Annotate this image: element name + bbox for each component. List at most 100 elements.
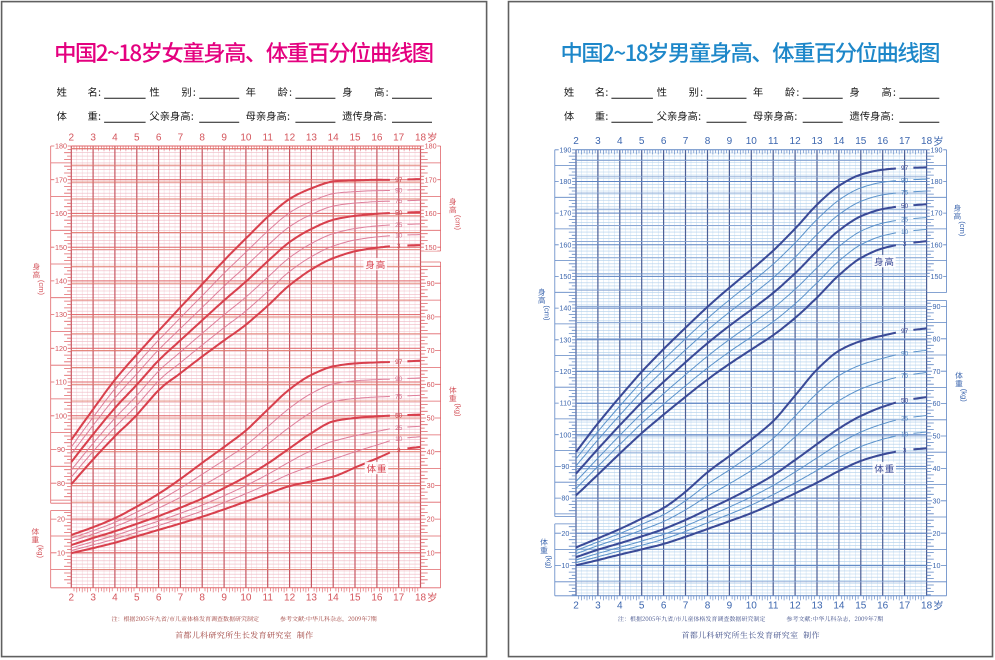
- svg-text:90: 90: [561, 462, 569, 471]
- svg-text:(cm): (cm): [958, 221, 967, 237]
- svg-text:120: 120: [55, 344, 67, 353]
- svg-text:2: 2: [573, 136, 579, 147]
- svg-text:75: 75: [901, 190, 909, 197]
- svg-text:18: 18: [921, 136, 933, 147]
- svg-text:14: 14: [833, 136, 845, 147]
- svg-text:10: 10: [395, 232, 403, 239]
- svg-text:14: 14: [328, 592, 340, 603]
- svg-text:15: 15: [349, 132, 361, 143]
- svg-text:6: 6: [661, 600, 667, 611]
- svg-text:14: 14: [833, 600, 845, 611]
- svg-text:25: 25: [395, 425, 403, 432]
- svg-text:2: 2: [69, 132, 75, 143]
- svg-text:15: 15: [349, 592, 361, 603]
- svg-text:12: 12: [284, 592, 296, 603]
- svg-text:17: 17: [393, 592, 405, 603]
- svg-text:160: 160: [425, 209, 437, 218]
- svg-text:97: 97: [901, 165, 909, 172]
- svg-text:6: 6: [156, 592, 162, 603]
- svg-text:3: 3: [903, 241, 907, 248]
- svg-text:(kg): (kg): [960, 389, 969, 403]
- svg-text:140: 140: [55, 277, 67, 286]
- svg-text:20: 20: [561, 529, 569, 538]
- svg-text:10: 10: [395, 436, 403, 443]
- svg-text:80: 80: [561, 494, 569, 503]
- svg-text:15: 15: [855, 136, 867, 147]
- svg-text:4: 4: [112, 132, 118, 143]
- svg-text:18: 18: [415, 132, 427, 143]
- svg-text:12: 12: [790, 136, 802, 147]
- svg-text:8: 8: [705, 600, 711, 611]
- svg-text:10: 10: [561, 561, 569, 570]
- svg-text:10: 10: [746, 600, 758, 611]
- svg-text:170: 170: [559, 209, 571, 218]
- svg-text:8: 8: [199, 592, 205, 603]
- svg-text:(kg): (kg): [36, 545, 45, 559]
- svg-text:8: 8: [705, 136, 711, 147]
- svg-text:9: 9: [221, 132, 227, 143]
- svg-text:4: 4: [617, 600, 623, 611]
- svg-text:7: 7: [683, 136, 689, 147]
- svg-text:90: 90: [427, 279, 435, 288]
- svg-text:17: 17: [899, 600, 911, 611]
- svg-text:150: 150: [55, 243, 67, 252]
- svg-text:9: 9: [727, 136, 733, 147]
- svg-text:(cm): (cm): [37, 280, 46, 296]
- svg-text:150: 150: [425, 243, 437, 252]
- svg-text:150: 150: [931, 272, 943, 281]
- svg-text:5: 5: [639, 600, 645, 611]
- svg-text:13: 13: [811, 600, 823, 611]
- svg-text:140: 140: [559, 304, 571, 313]
- svg-text:10: 10: [901, 229, 909, 236]
- svg-text:40: 40: [427, 447, 435, 456]
- svg-text:3: 3: [595, 136, 601, 147]
- svg-text:5: 5: [639, 136, 645, 147]
- svg-text:100: 100: [55, 411, 67, 420]
- svg-text:30: 30: [933, 496, 941, 505]
- svg-text:18: 18: [921, 600, 933, 611]
- svg-text:180: 180: [55, 142, 67, 151]
- svg-text:4: 4: [112, 592, 118, 603]
- svg-text:10: 10: [901, 432, 909, 439]
- svg-text:50: 50: [901, 203, 909, 210]
- svg-text:100: 100: [559, 430, 571, 439]
- svg-text:80: 80: [933, 334, 941, 343]
- svg-text:6: 6: [661, 136, 667, 147]
- svg-text:90: 90: [57, 445, 65, 454]
- svg-text:80: 80: [57, 479, 65, 488]
- svg-text:3: 3: [397, 243, 401, 250]
- svg-text:180: 180: [425, 142, 437, 151]
- svg-text:11: 11: [263, 592, 274, 603]
- svg-text:50: 50: [395, 210, 403, 217]
- svg-text:180: 180: [559, 177, 571, 186]
- svg-text:160: 160: [559, 240, 571, 249]
- svg-text:11: 11: [768, 136, 779, 147]
- svg-text:75: 75: [395, 393, 403, 400]
- svg-text:150: 150: [559, 272, 571, 281]
- svg-text:60: 60: [933, 399, 941, 408]
- svg-text:(kg): (kg): [545, 555, 554, 569]
- svg-text:180: 180: [931, 177, 943, 186]
- svg-text:15: 15: [855, 600, 867, 611]
- svg-text:9: 9: [221, 592, 227, 603]
- svg-text:10: 10: [240, 592, 252, 603]
- svg-text:10: 10: [57, 548, 65, 557]
- svg-text:3: 3: [90, 132, 96, 143]
- svg-text:120: 120: [559, 367, 571, 376]
- svg-text:2: 2: [573, 600, 579, 611]
- svg-text:(cm): (cm): [454, 215, 463, 231]
- svg-text:3: 3: [595, 600, 601, 611]
- svg-text:13: 13: [306, 132, 318, 143]
- svg-text:10: 10: [746, 136, 758, 147]
- svg-text:25: 25: [901, 217, 909, 224]
- svg-text:190: 190: [559, 145, 571, 154]
- svg-text:60: 60: [427, 380, 435, 389]
- svg-text:50: 50: [395, 413, 403, 420]
- svg-text:17: 17: [899, 136, 911, 147]
- svg-text:9: 9: [727, 600, 733, 611]
- svg-text:97: 97: [395, 177, 403, 184]
- svg-text:25: 25: [395, 222, 403, 229]
- svg-text:110: 110: [55, 378, 66, 387]
- svg-text:50: 50: [427, 414, 435, 423]
- svg-text:160: 160: [55, 209, 67, 218]
